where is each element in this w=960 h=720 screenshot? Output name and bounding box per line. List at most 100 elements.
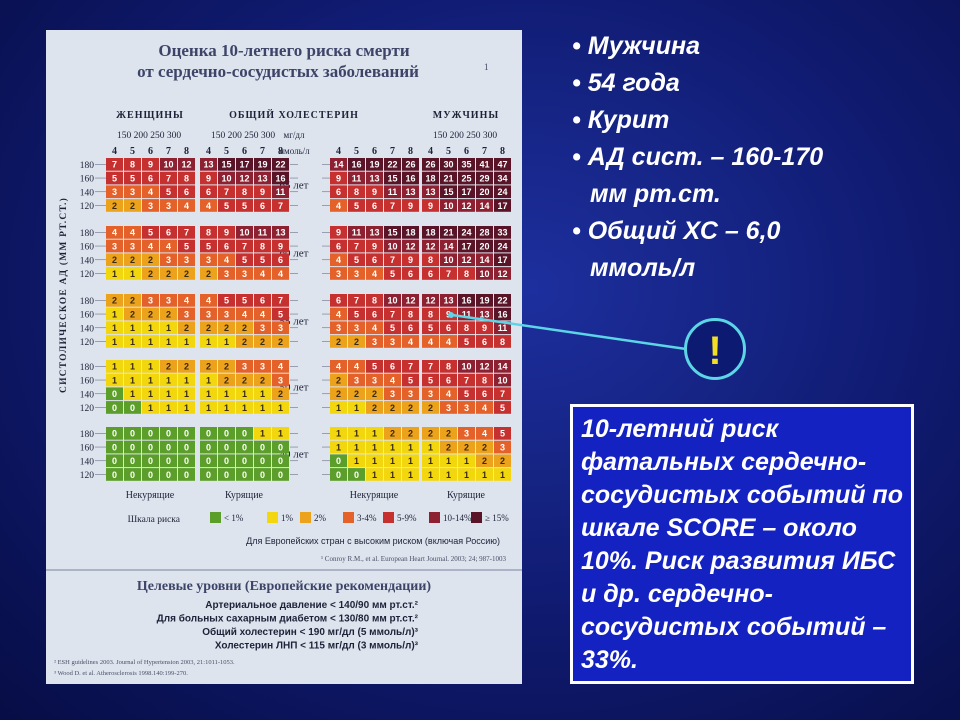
risk-cell [476,267,493,280]
risk-cell [142,373,159,387]
risk-cell [330,335,347,348]
risk-cell [330,401,347,414]
risk-cell-value: 1 [408,456,413,466]
risk-cell-value: 0 [224,442,229,452]
risk-cell-value: 4 [112,228,117,238]
risk-cell-value: 25 [461,173,471,183]
risk-cell-value: 1 [224,337,229,347]
risk-cell-value: 5 [112,173,117,183]
risk-cell [494,440,511,454]
risk-cell-value: 0 [148,456,153,466]
risk-cell-value: 12 [239,173,249,183]
risk-cell-value: 26 [425,160,435,170]
risk-cell-value: 3 [278,375,283,385]
risk-cell [218,454,235,468]
risk-cell-value: 0 [260,470,265,480]
risk-cell [402,387,419,401]
risk-cell [422,373,439,387]
risk-cell [402,171,419,185]
risk-cell [218,468,235,481]
risk-cell-value: 5 [354,201,359,211]
risk-cell [348,321,365,335]
risk-cell-value: 6 [408,323,413,333]
bp-label: 160 [80,377,95,387]
risk-cell-value: 0 [148,429,153,439]
risk-cell-value: 2 [184,362,189,372]
risk-cell [348,373,365,387]
bp-label: 140 [80,324,95,334]
card-title-line2: от сердечно-сосудистых заболеваний [137,62,419,81]
risk-cell-value: 4 [148,241,153,251]
risk-cell-value: 2 [336,389,341,399]
risk-cell-value: 4 [184,296,189,306]
risk-cell-value: 20 [479,241,489,251]
risk-cell [236,360,253,373]
risk-cell [422,171,439,185]
risk-cell-value: 8 [482,375,487,385]
risk-cell [458,373,475,387]
risk-cell-value: 47 [497,160,507,170]
risk-cell [348,454,365,468]
risk-cell-value: 1 [428,470,433,480]
risk-cell [106,360,123,373]
risk-cell-value: 5 [464,337,469,347]
risk-cell-value: 4 [408,337,413,347]
risk-cell-value: 5 [260,255,265,265]
risk-cell-value: 8 [408,309,413,319]
mgdl-scale-label: 150 200 250 300 [211,131,275,141]
risk-cell [402,373,419,387]
risk-cell [384,468,401,481]
mmol-scale-value: 7 [390,146,395,157]
risk-cell [142,360,159,373]
risk-cell-value: 1 [148,403,153,413]
risk-cell [348,158,365,171]
risk-cell-value: 8 [206,228,211,238]
risk-cell [366,321,383,335]
risk-cell-value: 5 [354,309,359,319]
risk-cell-value: 2 [336,375,341,385]
risk-cell-value: 1 [242,389,247,399]
score-chart-svg: Оценка 10-летнего риска смерти от сердечн… [46,41,522,677]
risk-cell-value: 11 [498,323,508,333]
risk-cell-value: 13 [405,187,415,197]
risk-cell [200,468,217,481]
risk-cell [440,387,457,401]
risk-cell [142,267,159,280]
risk-cell [178,373,195,387]
risk-cell-value: 7 [428,362,433,372]
risk-cell [178,360,195,373]
risk-cell-value: 5 [184,241,189,251]
risk-cell [422,454,439,468]
risk-cell-value: 5 [354,255,359,265]
target-item: Для больных сахарным диабетом < 130/80 м… [157,613,419,625]
risk-cell-value: 4 [278,362,283,372]
risk-cell-value: 1 [260,389,265,399]
risk-cell-value: 1 [260,403,265,413]
legend-label: 5-9% [397,513,417,523]
risk-cell [106,158,123,171]
risk-cell-value: 7 [112,160,117,170]
risk-cell-value: 2 [242,323,247,333]
risk-cell-value: 0 [242,442,247,452]
risk-cell [124,321,141,335]
mmol-scale-value: 5 [446,146,451,157]
risk-cell [402,401,419,414]
risk-cell-value: 16 [275,173,285,183]
risk-cell [458,360,475,373]
risk-cell-value: 4 [390,375,395,385]
risk-cell [384,158,401,171]
risk-cell-value: 1 [428,442,433,452]
risk-cell [402,307,419,321]
risk-cell [236,387,253,401]
risk-cell-value: 2 [206,323,211,333]
risk-cell-value: 1 [166,403,171,413]
risk-cell [476,401,493,414]
risk-cell-value: 8 [428,255,433,265]
risk-cell-value: 6 [428,269,433,279]
bp-label: 160 [80,175,95,185]
risk-cell [218,267,235,280]
risk-cell-value: 5 [224,201,229,211]
risk-cell-value: 0 [184,442,189,452]
patient-cholesterol-unit: ммоль/л [590,254,696,282]
risk-cell [106,253,123,267]
